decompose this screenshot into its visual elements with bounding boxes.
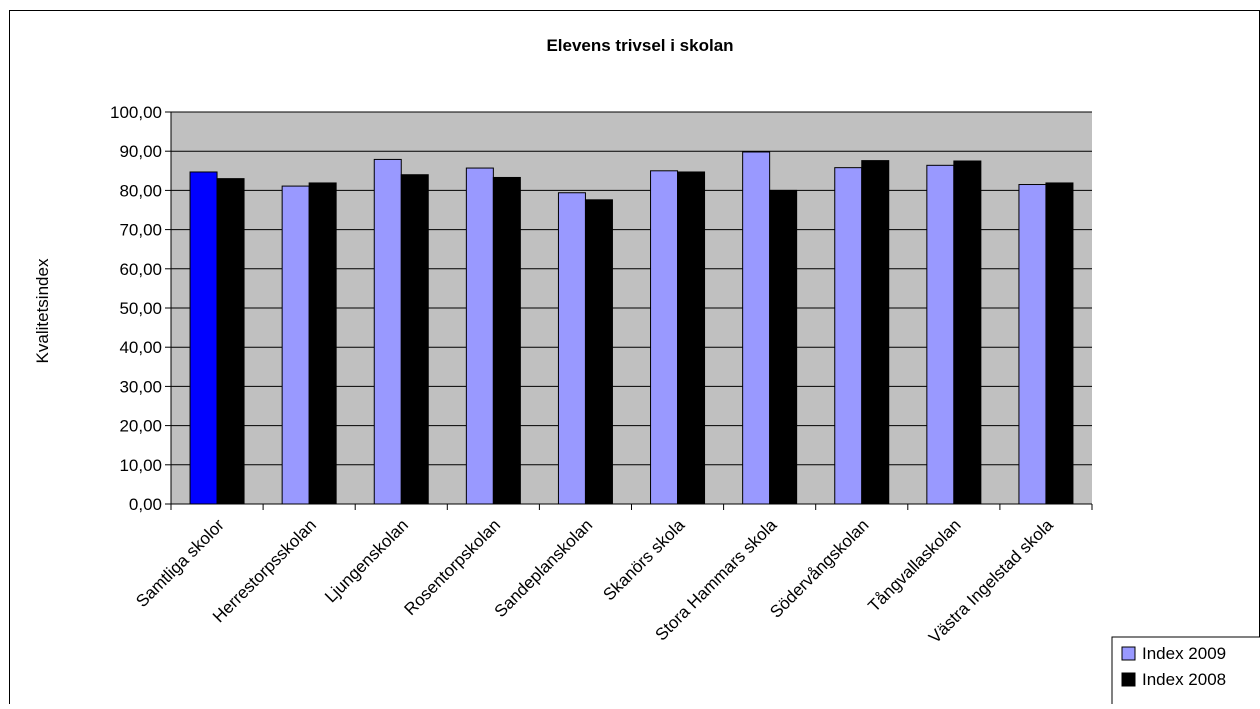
bar-index-2008 [953, 160, 982, 505]
bar-index-2008 [308, 182, 337, 505]
bar-index-2008 [1045, 182, 1074, 505]
bar-index-2009 [742, 151, 771, 505]
bar-index-2009 [189, 171, 218, 505]
bar-index-2009 [557, 192, 586, 505]
y-tick-label: 10,00 [119, 456, 162, 475]
bar-index-2008 [584, 199, 613, 505]
y-tick-label: 80,00 [119, 181, 162, 200]
bar-index-2009 [1018, 184, 1047, 505]
y-tick-label: 70,00 [119, 221, 162, 240]
bar-index-2008 [769, 189, 798, 505]
y-tick-label: 100,00 [110, 103, 162, 122]
legend-box [1111, 636, 1260, 709]
y-tick-label: 20,00 [119, 417, 162, 436]
bar-index-2009 [650, 170, 679, 505]
bar-index-2009 [465, 167, 494, 505]
y-tick-label: 50,00 [119, 299, 162, 318]
legend-label-index-2009: Index 2009 [1142, 644, 1226, 663]
y-axis-label: Kvalitetsindex [33, 258, 52, 363]
bar-index-2009 [834, 167, 863, 505]
bar-index-2008 [861, 160, 890, 505]
bar-index-2009 [373, 158, 402, 505]
y-tick-label: 30,00 [119, 377, 162, 396]
legend-swatch-index-2009 [1121, 646, 1136, 661]
bar-index-2008 [677, 171, 706, 505]
y-tick-label: 90,00 [119, 142, 162, 161]
legend-swatch-index-2008 [1121, 672, 1136, 687]
y-tick-label: 0,00 [129, 495, 162, 514]
bar-index-2008 [492, 176, 521, 505]
chart-title: Elevens trivsel i skolan [546, 36, 733, 55]
legend-label-index-2008: Index 2008 [1142, 670, 1226, 689]
bar-index-2009 [926, 164, 955, 505]
y-tick-label: 40,00 [119, 338, 162, 357]
bar-index-2008 [400, 174, 429, 505]
bar-index-2008 [216, 178, 245, 505]
bar-index-2009 [281, 185, 310, 505]
y-tick-label: 60,00 [119, 260, 162, 279]
